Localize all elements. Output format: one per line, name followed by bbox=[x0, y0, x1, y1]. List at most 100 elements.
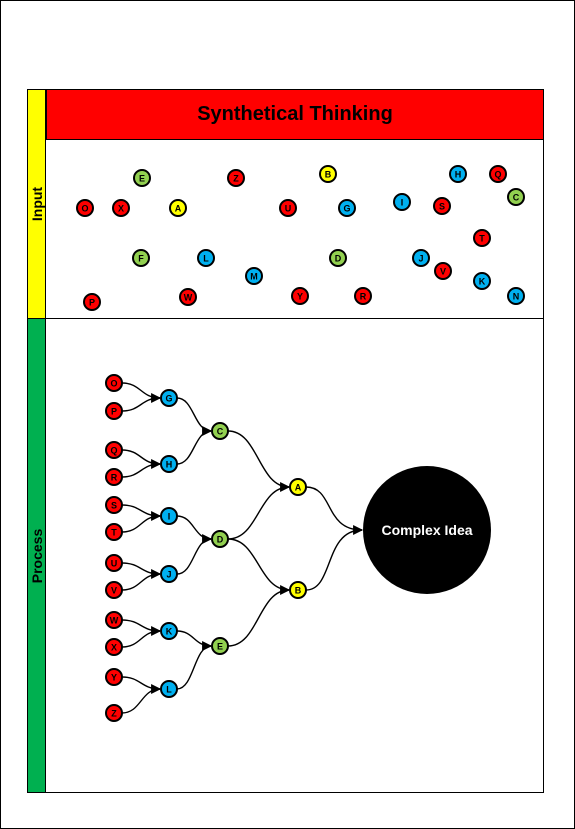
process-node-a-label: A bbox=[295, 483, 302, 493]
input-node-s-label: S bbox=[439, 202, 445, 212]
process-node-h: H bbox=[160, 455, 178, 473]
process-node-d-label: D bbox=[217, 535, 224, 545]
input-node-b-label: B bbox=[325, 170, 332, 180]
input-node-l-circle bbox=[197, 249, 215, 267]
input-node-y: Y bbox=[291, 287, 309, 305]
process-node-l-label: L bbox=[166, 685, 172, 695]
process-node-v: V bbox=[105, 581, 123, 599]
process-node-p-circle bbox=[105, 402, 123, 420]
edge-i-d bbox=[176, 515, 212, 544]
input-node-u-label: U bbox=[285, 204, 292, 214]
edge-u-j bbox=[121, 562, 161, 579]
input-node-g-label: G bbox=[343, 204, 350, 214]
edge-l-e bbox=[176, 641, 212, 690]
process-node-g-label: G bbox=[165, 394, 172, 404]
input-node-z-label: Z bbox=[233, 174, 239, 184]
process-node-i-circle bbox=[160, 507, 178, 525]
input-node-g-circle bbox=[338, 199, 356, 217]
input-node-l-label: L bbox=[203, 254, 209, 264]
input-node-a-label: A bbox=[175, 204, 182, 214]
input-node-i-circle bbox=[393, 193, 411, 211]
process-node-s-label: S bbox=[111, 501, 117, 511]
input-node-t-circle bbox=[473, 229, 491, 247]
input-node-r-label: R bbox=[360, 292, 367, 302]
process-node-a: A bbox=[289, 478, 307, 496]
input-node-t-label: T bbox=[479, 234, 485, 244]
process-node-z-circle bbox=[105, 704, 123, 722]
process-node-c-circle bbox=[211, 422, 229, 440]
process-node-y-label: Y bbox=[111, 673, 117, 683]
process-node-c: C bbox=[211, 422, 229, 440]
input-node-c-circle bbox=[507, 188, 525, 206]
process-node-v-label: V bbox=[111, 586, 117, 596]
process-node-r-circle bbox=[105, 468, 123, 486]
input-node-l: L bbox=[197, 249, 215, 267]
input-node-y-circle bbox=[291, 287, 309, 305]
complex-idea-circle bbox=[363, 466, 491, 594]
process-node-q-label: Q bbox=[110, 446, 117, 456]
process-node-r: R bbox=[105, 468, 123, 486]
process-node-s: S bbox=[105, 496, 123, 514]
input-node-k: K bbox=[473, 272, 491, 290]
input-node-o-label: O bbox=[81, 204, 88, 214]
input-node-n-label: N bbox=[513, 292, 520, 302]
edge-h-c bbox=[176, 426, 212, 465]
input-node-d-label: D bbox=[335, 254, 342, 264]
edge-a-complex-idea bbox=[305, 486, 363, 535]
input-node-v: V bbox=[434, 262, 452, 280]
input-node-i-label: I bbox=[401, 198, 404, 208]
input-node-e-label: E bbox=[139, 174, 145, 184]
edges-layer bbox=[121, 382, 363, 714]
process-node-w-label: W bbox=[110, 616, 119, 626]
process-node-u: U bbox=[105, 554, 123, 572]
process-node-x-label: X bbox=[111, 643, 117, 653]
input-node-v-label: V bbox=[440, 267, 446, 277]
edge-s-i bbox=[121, 504, 161, 521]
process-node-a-circle bbox=[289, 478, 307, 496]
input-node-h: H bbox=[449, 165, 467, 183]
edge-o-g bbox=[121, 382, 161, 403]
process-node-t: T bbox=[105, 523, 123, 541]
input-node-e-circle bbox=[133, 169, 151, 187]
process-node-d-circle bbox=[211, 530, 229, 548]
edge-d-a bbox=[227, 482, 290, 540]
edge-c-a bbox=[227, 430, 290, 492]
input-node-q-circle bbox=[489, 165, 507, 183]
input-node-p: P bbox=[83, 293, 101, 311]
process-node-t-label: T bbox=[111, 528, 117, 538]
edge-y-l bbox=[121, 676, 161, 694]
complex-idea-label: Complex Idea bbox=[381, 522, 472, 538]
input-node-h-circle bbox=[449, 165, 467, 183]
process-node-g-circle bbox=[160, 389, 178, 407]
process-node-v-circle bbox=[105, 581, 123, 599]
input-node-j-label: J bbox=[418, 254, 423, 264]
input-node-w-circle bbox=[179, 288, 197, 306]
input-node-c-label: C bbox=[513, 193, 520, 203]
process-node-t-circle bbox=[105, 523, 123, 541]
process-node-e: E bbox=[211, 637, 229, 655]
edge-v-j bbox=[121, 569, 161, 591]
input-node-w-label: W bbox=[184, 293, 193, 303]
input-node-d: D bbox=[329, 249, 347, 267]
edge-b-complex-idea bbox=[305, 525, 363, 591]
edge-g-c bbox=[176, 397, 212, 436]
input-node-b: B bbox=[319, 165, 337, 183]
edge-q-h bbox=[121, 449, 161, 469]
edge-w-k bbox=[121, 619, 161, 636]
process-node-q-circle bbox=[105, 441, 123, 459]
input-node-w: W bbox=[179, 288, 197, 306]
input-node-e: E bbox=[133, 169, 151, 187]
process-node-w: W bbox=[105, 611, 123, 629]
process-nodes-layer: O P Q R S T U V W X Y Z G H I J K L C D E A B bbox=[105, 374, 307, 722]
input-node-u: U bbox=[279, 199, 297, 217]
input-node-r-circle bbox=[354, 287, 372, 305]
process-node-i-label: I bbox=[168, 512, 171, 522]
input-node-a-circle bbox=[169, 199, 187, 217]
process-node-j-circle bbox=[160, 565, 178, 583]
input-node-y-label: Y bbox=[297, 292, 303, 302]
process-node-o-label: O bbox=[110, 379, 117, 389]
input-node-j: J bbox=[412, 249, 430, 267]
process-node-b-label: B bbox=[295, 586, 302, 596]
input-node-q: Q bbox=[489, 165, 507, 183]
